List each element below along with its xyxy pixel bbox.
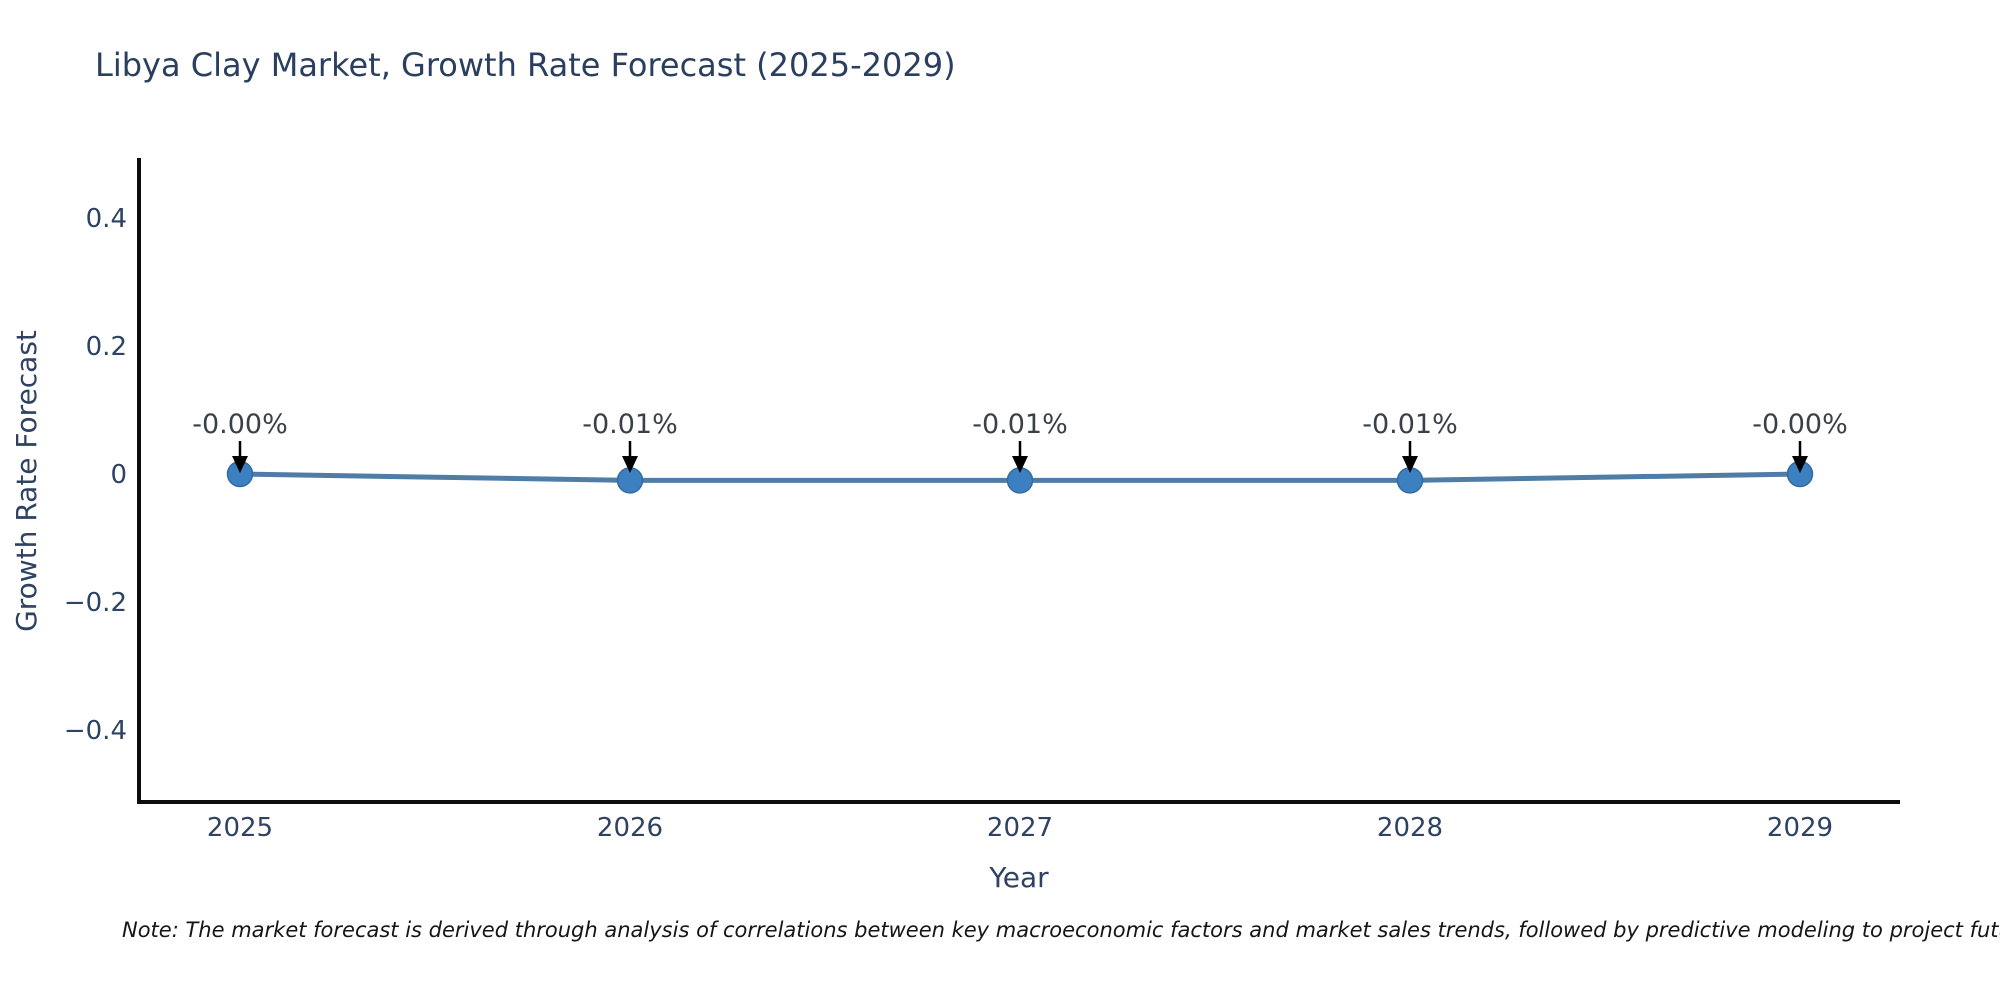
x-axis-title: Year — [988, 861, 1049, 894]
data-point-label: -0.01% — [972, 409, 1068, 440]
annotation-arrow-head — [1792, 456, 1808, 473]
chart-title: Libya Clay Market, Growth Rate Forecast … — [95, 46, 956, 84]
data-point-label: -0.00% — [192, 409, 288, 440]
annotation-arrow-head — [1012, 456, 1028, 473]
x-tick-label: 2027 — [987, 813, 1053, 843]
y-axis-title: Growth Rate Forecast — [10, 330, 43, 632]
data-point-label: -0.01% — [582, 409, 678, 440]
annotation-arrow-head — [232, 456, 248, 473]
annotation-arrow-head — [622, 456, 638, 473]
footnote: Note: The market forecast is derived thr… — [122, 918, 2000, 942]
y-tick-label: 0 — [110, 460, 127, 490]
x-tick-label: 2028 — [1377, 813, 1443, 843]
x-tick-label: 2025 — [207, 813, 273, 843]
y-tick-label: 0.4 — [86, 204, 127, 234]
annotation-arrow-head — [1402, 456, 1418, 473]
series-layer: 0.4 0.2 0 −0.2 −0.4 2025 2026 2027 2028 2029 -0.00… — [64, 204, 1848, 843]
y-tick-label: −0.2 — [64, 588, 127, 618]
y-tick-label: −0.4 — [64, 716, 127, 746]
x-tick-label: 2029 — [1767, 813, 1833, 843]
data-point-label: -0.00% — [1752, 409, 1848, 440]
data-point-label: -0.01% — [1362, 409, 1458, 440]
x-tick-label: 2026 — [597, 813, 663, 843]
y-tick-label: 0.2 — [86, 332, 127, 362]
